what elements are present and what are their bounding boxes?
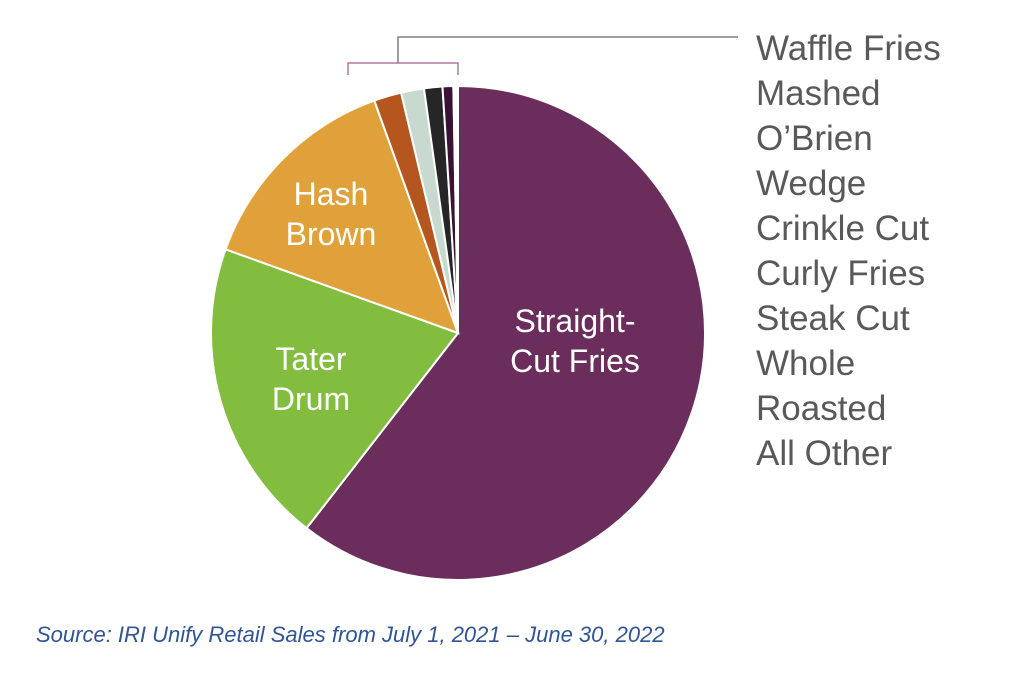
slice-label-tater-drum: Tater Drum	[272, 341, 350, 417]
legend-leader-line	[397, 36, 738, 63]
pie-slice-straight-cut-fries	[305, 84, 706, 581]
slice-label-line: Drum	[272, 381, 350, 417]
source-note: Source: IRI Unify Retail Sales from July…	[36, 622, 665, 647]
legend-entry: Whole	[756, 344, 856, 383]
pie-slices	[210, 84, 706, 581]
legend-entry: Mashed	[756, 74, 881, 113]
pie-slice-tater-drum	[210, 248, 460, 530]
slice-label-straight-cut-fries: Straight- Cut Fries	[510, 303, 640, 379]
legend-entry: Curly Fries	[756, 254, 926, 293]
legend-entry: Crinkle Cut	[756, 209, 930, 248]
legend-entry: Roasted	[756, 389, 887, 428]
slice-label-line: Straight-	[515, 303, 636, 339]
slice-label-line: Brown	[286, 216, 377, 252]
legend-entry: O’Brien	[756, 119, 873, 158]
legend-entry: All Other	[756, 434, 893, 473]
slice-label-hash-brown: Hash Brown	[286, 176, 377, 252]
pie-slice-hash-brown	[224, 99, 460, 335]
pie-slice-whole	[456, 84, 459, 334]
slice-label-line: Tater	[275, 341, 346, 377]
slice-label-line: Cut Fries	[510, 343, 640, 379]
small-slices-callout	[347, 36, 738, 75]
slice-label-line: Hash	[294, 176, 369, 212]
legend: Waffle Fries Mashed O’Brien Wedge Crinkl…	[756, 26, 941, 476]
legend-entry: Waffle Fries	[756, 29, 941, 68]
legend-entry: Wedge	[756, 164, 867, 203]
legend-entry: Steak Cut	[756, 299, 910, 338]
pie-slice-labels: Straight- Cut Fries Tater Drum Hash Brown	[272, 176, 640, 417]
small-slices-bracket	[347, 62, 459, 75]
